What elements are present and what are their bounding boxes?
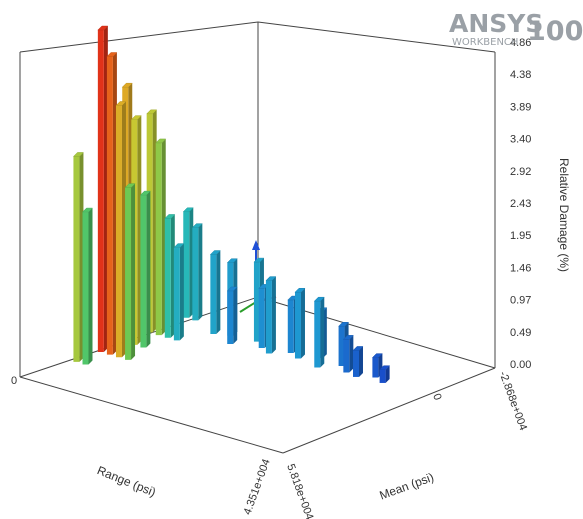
top-left-edge <box>20 22 258 52</box>
bar <box>295 288 305 358</box>
bar-front <box>295 292 301 358</box>
floor-right-front <box>283 368 495 453</box>
bar-side <box>146 191 150 347</box>
mean-min-label: -2.868e+004 <box>497 370 530 432</box>
bar-front <box>227 291 233 344</box>
bar-side <box>301 288 305 358</box>
bars-group <box>73 26 389 383</box>
z-tick-label: 1.95 <box>510 230 531 242</box>
bar-front <box>156 143 162 335</box>
logo-version: 100 <box>527 16 583 47</box>
bar <box>165 214 175 337</box>
bar-front <box>372 358 378 378</box>
bar-side <box>180 244 184 341</box>
bar <box>227 287 237 344</box>
bar-front <box>314 301 320 367</box>
bar <box>266 277 276 354</box>
z-axis-ticks: 4.86 4.38 3.89 3.40 2.92 2.43 1.95 1.46 0.97 0.49… <box>510 37 531 371</box>
bar <box>125 184 135 360</box>
bar-front <box>98 30 104 352</box>
z-tick-label: 2.43 <box>510 198 531 210</box>
bar <box>140 191 150 347</box>
bar-front <box>107 57 113 355</box>
range-min-label: 0 <box>11 375 17 387</box>
triad-y <box>240 302 256 312</box>
bar-front <box>259 288 265 348</box>
bar-front <box>83 212 89 364</box>
bar-side <box>216 251 220 335</box>
z-tick-label: 0.00 <box>510 359 531 371</box>
z-tick-label: 1.46 <box>510 262 531 274</box>
bar <box>156 139 166 335</box>
bar <box>210 251 220 335</box>
z-axis-title: Relative Damage (%) <box>557 158 571 272</box>
bar-side <box>349 335 353 372</box>
logo-product: WORKBENCH <box>452 37 518 48</box>
z-tick-label: 2.92 <box>510 166 531 178</box>
triad-z-arrow-icon <box>252 240 260 250</box>
z-tick-label: 0.97 <box>510 295 531 307</box>
bar-side <box>272 277 276 354</box>
bar-side <box>198 224 202 321</box>
bar <box>192 224 202 321</box>
bar <box>343 335 353 372</box>
bar-front <box>353 350 359 377</box>
bar-front <box>343 339 349 372</box>
mean-axis-title: Mean (psi) <box>378 470 436 503</box>
bar <box>73 152 83 361</box>
bar-front <box>125 188 131 360</box>
bar-front <box>183 212 189 318</box>
bar <box>83 208 93 364</box>
ansys-logo: ANSYS 100 WORKBENCH <box>449 9 583 48</box>
floor-left-front <box>20 377 283 453</box>
bar <box>183 208 193 318</box>
bar-side <box>131 184 135 360</box>
bar-front <box>165 218 171 337</box>
bar-side <box>233 287 237 344</box>
bar-front <box>174 248 180 341</box>
bar-front <box>116 106 122 358</box>
bar-front <box>266 281 272 354</box>
mean-max-label: 5.818e+004 <box>284 462 315 519</box>
z-tick-label: 0.49 <box>510 327 531 339</box>
bar-side <box>320 297 324 367</box>
bar-front <box>192 228 198 321</box>
bar-front <box>288 300 294 353</box>
bar <box>107 53 117 355</box>
bar <box>353 346 363 377</box>
bar <box>116 102 126 358</box>
z-tick-label: 3.40 <box>510 134 531 146</box>
z-tick-label: 3.89 <box>510 101 531 113</box>
range-max-label: 4.351e+004 <box>242 457 273 516</box>
bar-front <box>380 370 386 383</box>
bar-front <box>73 156 79 361</box>
range-axis-title: Range (psi) <box>95 463 158 499</box>
bar <box>98 26 108 352</box>
bar <box>174 244 184 341</box>
z-tick-label: 4.38 <box>510 69 531 81</box>
bar-front <box>210 255 216 335</box>
bar-side <box>359 346 363 377</box>
bar-side <box>89 208 93 364</box>
bar-front <box>140 195 146 347</box>
bar <box>380 366 390 383</box>
bar <box>314 297 324 367</box>
